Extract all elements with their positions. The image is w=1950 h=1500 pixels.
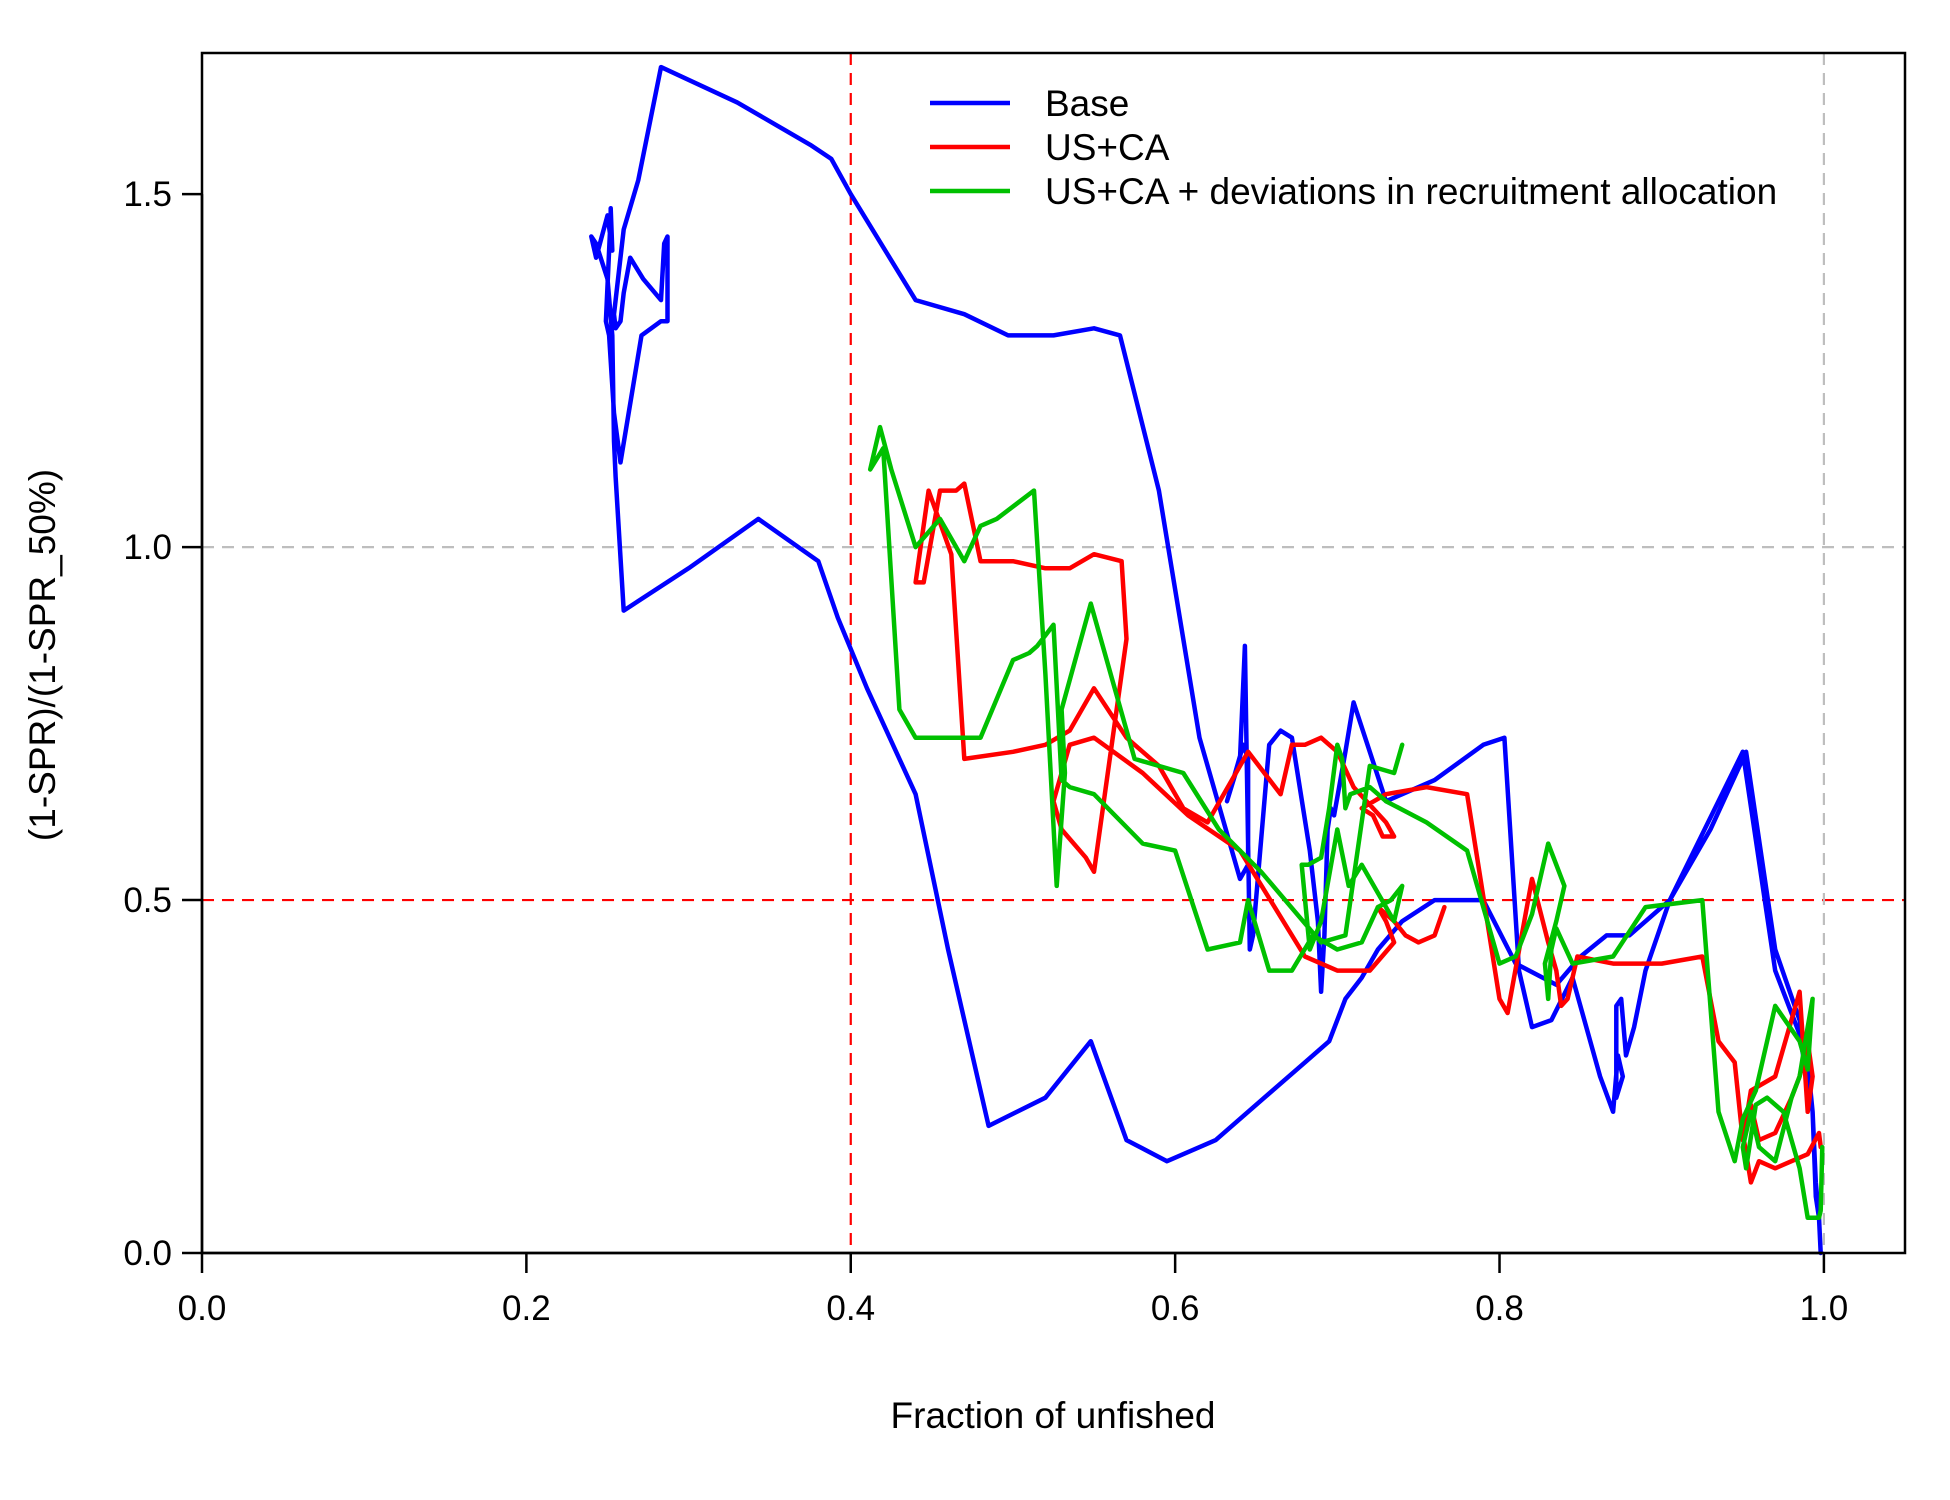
y-tick-label: 0.5 <box>123 881 172 920</box>
y-tick-label: 1.5 <box>123 175 172 214</box>
x-tick-label: 0.2 <box>502 1289 551 1328</box>
x-tick-label: 0.4 <box>826 1289 875 1328</box>
x-tick-label: 1.0 <box>1800 1289 1849 1328</box>
x-tick-label: 0.0 <box>178 1289 227 1328</box>
x-tick-label: 0.6 <box>1151 1289 1200 1328</box>
x-axis-title: Fraction of unfished <box>891 1395 1216 1436</box>
series-line-0 <box>589 64 1823 1256</box>
x-tick-label: 0.8 <box>1475 1289 1524 1328</box>
series-line-1 <box>913 481 1823 1185</box>
series-layer <box>589 64 1825 1256</box>
legend-label-1: US+CA <box>1045 127 1170 168</box>
x-axis: 0.0 0.2 0.4 0.6 0.8 1.0 <box>178 1251 1849 1328</box>
y-tick-label: 0.0 <box>123 1234 172 1273</box>
legend-label-2: US+CA + deviations in recruitment alloca… <box>1045 171 1777 212</box>
y-axis: 0.0 0.5 1.0 1.5 <box>123 175 204 1273</box>
legend-label-0: Base <box>1045 83 1129 124</box>
y-axis-title: (1-SPR)/(1-SPR_50%) <box>22 469 63 841</box>
y-tick-label: 1.0 <box>123 528 172 567</box>
series-line-2 <box>867 424 1825 1220</box>
